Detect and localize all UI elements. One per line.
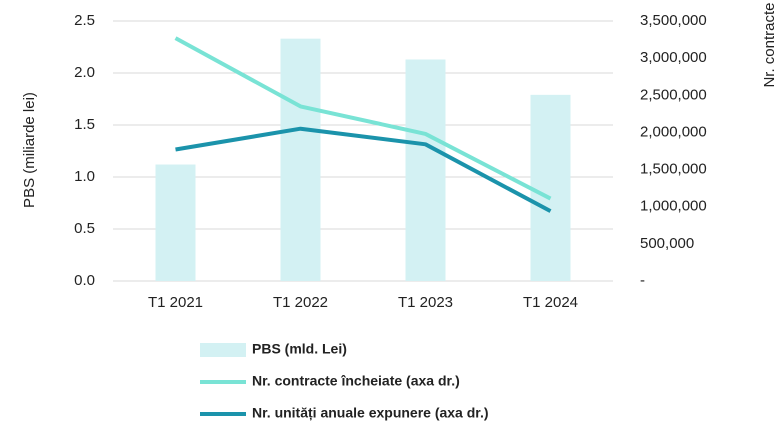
y2-tick-label: 1,000,000 bbox=[640, 198, 707, 215]
y-tick-label: 2.0 bbox=[74, 64, 95, 81]
line bbox=[174, 36, 552, 201]
y2-tick-label: - bbox=[640, 272, 645, 289]
legend-label: PBS (mld. Lei) bbox=[252, 341, 347, 357]
y2-tick-label: 3,000,000 bbox=[640, 49, 707, 66]
y-axis-label: PBS (miliarde lei) bbox=[21, 92, 38, 208]
legend-swatch bbox=[200, 343, 246, 357]
line bbox=[175, 126, 552, 213]
y-tick-label: 1.5 bbox=[74, 116, 95, 133]
y-tick-label: 0.5 bbox=[74, 220, 95, 237]
y-tick-label: 2.5 bbox=[74, 12, 95, 29]
bar bbox=[530, 94, 571, 281]
bar bbox=[155, 164, 196, 281]
x-tick-label: T1 2022 bbox=[273, 294, 328, 311]
x-tick-label: T1 2021 bbox=[148, 294, 203, 311]
legend-label: Nr. unități anuale expunere (axa dr.) bbox=[252, 405, 489, 421]
y2-tick-label: 2,500,000 bbox=[640, 86, 707, 103]
legend-label: Nr. contracte încheiate (axa dr.) bbox=[252, 373, 460, 389]
x-tick-label: T1 2023 bbox=[398, 294, 453, 311]
y2-tick-label: 1,500,000 bbox=[640, 161, 707, 178]
y2-tick-label: 3,500,000 bbox=[640, 12, 707, 29]
y-tick-label: 1.0 bbox=[74, 168, 95, 185]
bar bbox=[280, 38, 321, 282]
y2-axis-label: Nr. contracte bbox=[761, 2, 778, 87]
x-tick-label: T1 2024 bbox=[523, 294, 578, 311]
y2-tick-label: 500,000 bbox=[640, 235, 694, 252]
y-tick-label: 0.0 bbox=[74, 272, 95, 289]
y2-tick-label: 2,000,000 bbox=[640, 123, 707, 140]
bar bbox=[405, 59, 446, 282]
